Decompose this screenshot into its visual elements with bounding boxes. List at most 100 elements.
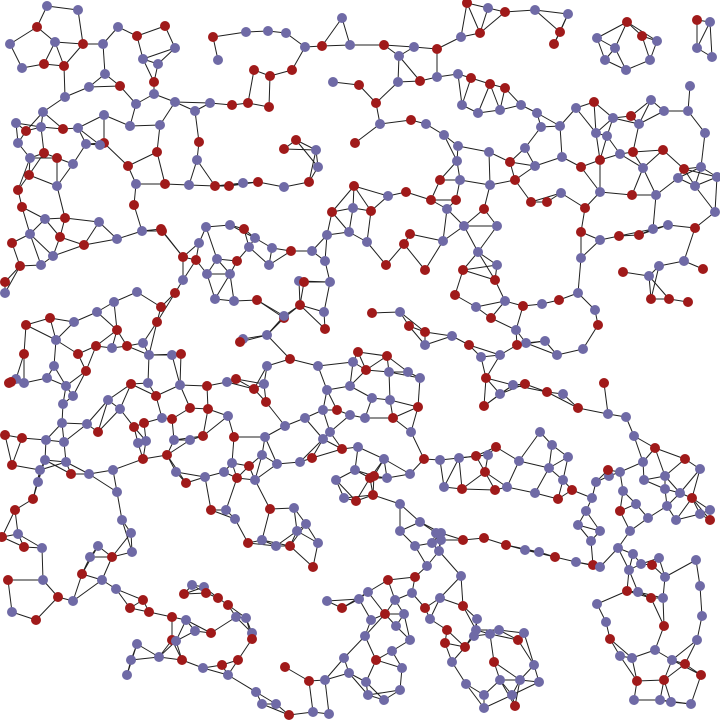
graph-node-red [406, 115, 416, 125]
graph-node-blue [627, 653, 637, 663]
graph-node-red [243, 538, 253, 548]
graph-node-blue [495, 675, 505, 685]
graph-edge [671, 639, 698, 661]
graph-edge [4, 265, 21, 294]
graph-node-blue [210, 294, 220, 304]
graph-node-blue [348, 203, 358, 213]
graph-node-red [510, 175, 520, 185]
graph-node-red [513, 635, 523, 645]
graph-node-red [573, 403, 583, 413]
graph-node-red [17, 433, 27, 443]
graph-node-blue [675, 488, 685, 498]
graph-node-blue [192, 155, 202, 165]
graph-node-red [479, 401, 489, 411]
graph-node-red [646, 593, 656, 603]
graph-node-blue [37, 543, 47, 553]
graph-edge [457, 145, 490, 153]
graph-node-blue [84, 469, 94, 479]
graph-node-blue [361, 677, 371, 687]
graph-node-red [7, 460, 17, 470]
graph-node-blue [613, 543, 623, 553]
graph-node-blue [710, 207, 720, 217]
graph-node-blue [345, 381, 355, 391]
graph-node-blue [325, 277, 335, 287]
graph-node-red [420, 327, 430, 337]
graph-node-blue [289, 503, 299, 513]
graph-edge [196, 159, 216, 187]
graph-edge [443, 457, 460, 488]
graph-node-blue [590, 305, 600, 315]
graph-node-blue [492, 260, 502, 270]
graph-node-red [361, 365, 371, 375]
graph-edge [483, 694, 513, 709]
graph-node-red [249, 384, 259, 394]
graph-node-blue [313, 538, 323, 548]
graph-node-blue [115, 404, 125, 414]
graph-node-blue [624, 565, 634, 575]
graph-node-blue [272, 459, 282, 469]
graph-node-blue [530, 488, 540, 498]
graph-node-blue [149, 89, 159, 99]
graph-node-blue [171, 636, 181, 646]
graph-node-blue [603, 409, 613, 419]
graph-node-red [93, 427, 103, 437]
graph-node-blue [695, 509, 705, 519]
graph-node-blue [660, 484, 670, 494]
graph-node-blue [633, 587, 643, 597]
graph-edge [266, 334, 291, 360]
graph-node-red [66, 469, 76, 479]
graph-node-blue [397, 663, 407, 673]
graph-node-blue [395, 307, 405, 317]
graph-node-blue [25, 229, 35, 239]
graph-node-blue [658, 593, 668, 603]
graph-node-blue [391, 621, 401, 631]
graph-edge [261, 508, 271, 541]
graph-node-red [457, 484, 467, 494]
graph-node-blue [200, 472, 210, 482]
graph-node-blue [170, 43, 180, 53]
graph-node-red [129, 200, 139, 210]
graph-node-blue [385, 395, 395, 405]
graph-node-red [696, 670, 706, 680]
graph-node-blue [48, 251, 58, 261]
graph-node-red [122, 341, 132, 351]
graph-node-red [479, 533, 489, 543]
graph-node-blue [300, 413, 310, 423]
graph-node-red [520, 379, 530, 389]
graph-node-red [176, 349, 186, 359]
graph-node-red [501, 540, 511, 550]
graph-node-red [683, 297, 693, 307]
graph-node-blue [69, 317, 79, 327]
graph-node-red [481, 373, 491, 383]
graph-node-blue [241, 27, 251, 37]
graph-node-blue [360, 631, 370, 641]
graph-node-red [679, 164, 689, 174]
graph-node-red [17, 202, 27, 212]
graph-node-blue [646, 95, 656, 105]
graph-node-blue [447, 331, 457, 341]
graph-edge [632, 149, 664, 153]
graph-node-blue [59, 437, 69, 447]
graph-edge [504, 9, 536, 13]
graph-edge [461, 488, 496, 491]
graph-node-blue [308, 707, 318, 717]
graph-edge [457, 73, 463, 106]
graph-node-red [81, 366, 91, 376]
graph-node-blue [600, 55, 610, 65]
graph-node-blue [403, 367, 413, 377]
graph-node-blue [447, 657, 457, 667]
graph-node-red [664, 294, 674, 304]
graph-node-blue [705, 17, 715, 27]
graph-node-red [680, 659, 690, 669]
graph-node-blue [61, 381, 71, 391]
graph-node-red [518, 301, 528, 311]
graph-node-red [160, 21, 170, 31]
graph-node-blue [558, 389, 568, 399]
graph-edge [523, 632, 535, 666]
graph-node-blue [456, 571, 466, 581]
graph-node-blue [438, 236, 448, 246]
graph-edge [28, 174, 58, 187]
graph-node-red [286, 246, 296, 256]
graph-node-red [410, 572, 420, 582]
graph-node-blue [318, 405, 328, 415]
